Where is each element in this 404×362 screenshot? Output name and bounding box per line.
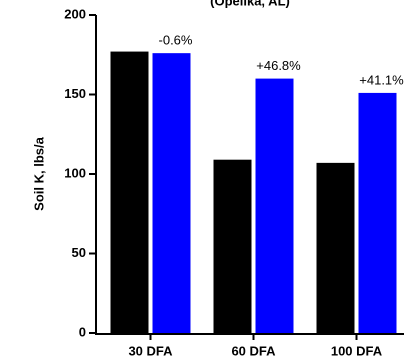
x-tick-label: 100 DFA xyxy=(331,343,383,358)
chart-title: (Opelika, AL) xyxy=(210,0,290,8)
y-tick-label: 200 xyxy=(64,6,86,21)
bar xyxy=(358,92,397,333)
bar xyxy=(316,162,355,333)
y-tick-label: 150 xyxy=(64,86,86,101)
y-tick-label: 100 xyxy=(64,165,86,180)
x-tick-label: 30 DFA xyxy=(128,343,173,358)
y-tick-label: 0 xyxy=(79,324,86,339)
x-tick-label: 60 DFA xyxy=(231,343,276,358)
bar xyxy=(110,51,149,333)
annotation: +46.8% xyxy=(256,58,301,73)
bar xyxy=(152,53,191,333)
bar xyxy=(255,78,294,333)
bar xyxy=(213,159,252,333)
annotation: -0.6% xyxy=(159,33,193,48)
annotation: +41.1% xyxy=(359,72,404,87)
y-axis-label: Soil K, lbs/a xyxy=(31,136,46,210)
y-tick-label: 50 xyxy=(72,245,86,260)
